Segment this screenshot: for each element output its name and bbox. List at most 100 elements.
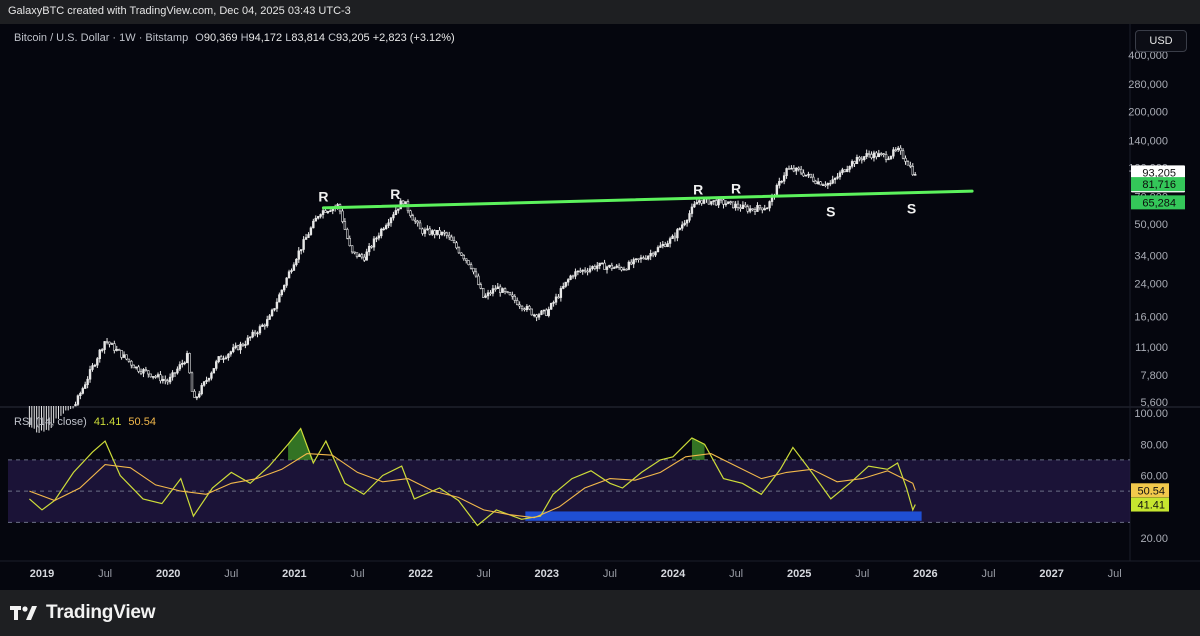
candle-body	[273, 308, 276, 311]
time-axis-tick-label: Jul	[224, 568, 238, 580]
candle-body	[96, 358, 99, 366]
candle-body	[205, 379, 208, 383]
candle-body	[909, 164, 912, 167]
candle-body	[654, 251, 657, 256]
time-axis-tick-label: Jul	[1108, 568, 1122, 580]
candle-body	[249, 336, 252, 339]
candle-body	[115, 349, 118, 351]
time-axis-tick-label: Jul	[477, 568, 491, 580]
candle-body	[181, 363, 184, 365]
candle-body	[756, 205, 759, 212]
candle-body	[552, 301, 555, 304]
candle-body	[863, 156, 866, 160]
candle-body	[664, 244, 667, 247]
candle-body	[363, 256, 366, 261]
candle-body	[571, 275, 575, 278]
candle-body	[576, 270, 580, 273]
candle-body	[314, 217, 317, 222]
candle-body	[348, 238, 351, 247]
candle-body	[741, 204, 745, 209]
rsi-ma-label-value: 50.54	[1137, 485, 1165, 497]
candle-body	[513, 296, 516, 301]
candle-body	[433, 230, 436, 235]
candle-body	[130, 360, 133, 366]
candle-body	[748, 208, 752, 212]
candle-body	[319, 214, 322, 217]
currency-button[interactable]: USD	[1135, 30, 1187, 52]
candle-body	[897, 147, 900, 151]
candle-body	[523, 308, 526, 311]
price-axis-tick-label: 5,600	[1140, 397, 1168, 409]
candle-body	[173, 372, 177, 374]
candle-body	[685, 219, 689, 224]
candle-body	[816, 181, 820, 184]
candle-body	[86, 378, 89, 385]
candle-body	[100, 349, 104, 351]
candle-body	[329, 210, 332, 213]
candle-body	[280, 289, 283, 296]
candle-body	[416, 220, 419, 224]
candle-body	[103, 341, 106, 350]
candle-body	[537, 314, 541, 318]
candle-body	[651, 253, 655, 256]
candle-body	[355, 252, 359, 257]
candle-body	[278, 294, 281, 303]
candle-body	[836, 176, 839, 179]
rsi-axis-tick-label: 80.00	[1140, 439, 1168, 451]
candle-body	[375, 237, 378, 240]
candle-body	[613, 267, 616, 269]
candle-body	[617, 265, 621, 268]
candle-body	[440, 231, 444, 236]
candle-body	[443, 231, 446, 234]
candle-body	[479, 284, 482, 289]
candle-body	[639, 257, 643, 260]
candle-body	[649, 253, 652, 257]
candle-body	[615, 265, 618, 268]
candle-body	[797, 167, 800, 170]
candle-body	[799, 168, 803, 174]
candle-body	[499, 286, 502, 293]
candle-body	[596, 265, 599, 269]
rsi-axis-tick-label: 20.00	[1140, 533, 1168, 545]
candle-body	[693, 203, 696, 208]
candle-body	[554, 296, 558, 303]
price-legend: Bitcoin / U.S. Dollar · 1W · Bitstamp O9…	[14, 32, 455, 44]
price-axis-tick-label: 140,000	[1128, 135, 1168, 147]
chart-canvas[interactable]: 5,600 7,800 11,000 16,000 24,000 34,000 50,000…	[0, 24, 1200, 590]
rsi-ma-line	[29, 453, 916, 519]
candle-body	[244, 344, 247, 346]
candle-body	[358, 254, 361, 257]
candle-body	[884, 154, 888, 160]
candle-body	[207, 378, 211, 381]
candle-body	[285, 277, 288, 286]
candle-body	[668, 238, 672, 244]
chart-area[interactable]: 5,600 7,800 11,000 16,000 24,000 34,000 50,000…	[0, 24, 1200, 590]
candle-body	[547, 308, 550, 316]
tradingview-logo[interactable]: TradingView	[10, 602, 156, 624]
candle-body	[887, 158, 890, 161]
time-axis-tick-label: 2019	[30, 568, 54, 580]
candle-body	[569, 275, 572, 280]
candle-body	[372, 238, 376, 248]
candle-body	[343, 221, 347, 230]
low-label: L	[285, 32, 292, 44]
candle-body	[892, 149, 895, 157]
price-axis-tick-label: 16,000	[1134, 312, 1168, 324]
candle-body	[261, 324, 264, 327]
candle-body	[210, 372, 213, 379]
candle-body	[901, 150, 905, 159]
candle-body	[268, 315, 271, 320]
candle-body	[647, 255, 650, 260]
candle-body	[518, 304, 521, 307]
candle-body	[144, 369, 148, 371]
candle-body	[583, 269, 587, 272]
rsi-axis-tick-label: 100.00	[1134, 408, 1168, 420]
candle-body	[496, 286, 499, 290]
candle-body	[411, 215, 415, 221]
candle-body	[88, 369, 92, 380]
candle-body	[681, 224, 684, 229]
candle-body	[603, 262, 606, 270]
candle-body	[108, 341, 111, 345]
candle-body	[717, 198, 720, 206]
price-axis-tick-label: 24,000	[1134, 279, 1168, 291]
